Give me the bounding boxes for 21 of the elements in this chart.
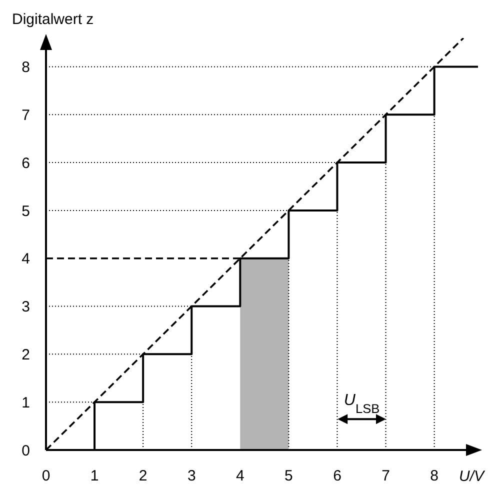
x-tick-label: 5 — [284, 468, 293, 485]
x-tick-label: 2 — [138, 468, 148, 485]
y-tick-label: 3 — [22, 298, 30, 316]
y-tick-label: 5 — [22, 202, 30, 220]
y-tick-label: 6 — [22, 154, 30, 172]
x-tick-label: 4 — [236, 468, 244, 485]
y-tick-label: 2 — [22, 346, 30, 364]
y-tick-label: 8 — [22, 59, 30, 76]
y-tick-label: 4 — [22, 250, 30, 268]
x-tick-label: 1 — [90, 468, 99, 485]
x-tick-label: 6 — [333, 468, 342, 485]
y-tick-label: 1 — [22, 394, 30, 412]
x-tick-label: 0 — [42, 468, 50, 485]
x-tick-label: 7 — [382, 468, 390, 485]
y-axis-title: Digitalwert z — [12, 11, 94, 28]
x-tick-label: 3 — [187, 468, 196, 485]
x-tick-label: 8 — [430, 468, 438, 485]
y-tick-label: 0 — [22, 442, 30, 460]
x-axis-title: U/V — [458, 468, 486, 485]
annotation: U$_{LSB}$ — [344, 392, 380, 416]
y-tick-label: 7 — [22, 106, 30, 124]
